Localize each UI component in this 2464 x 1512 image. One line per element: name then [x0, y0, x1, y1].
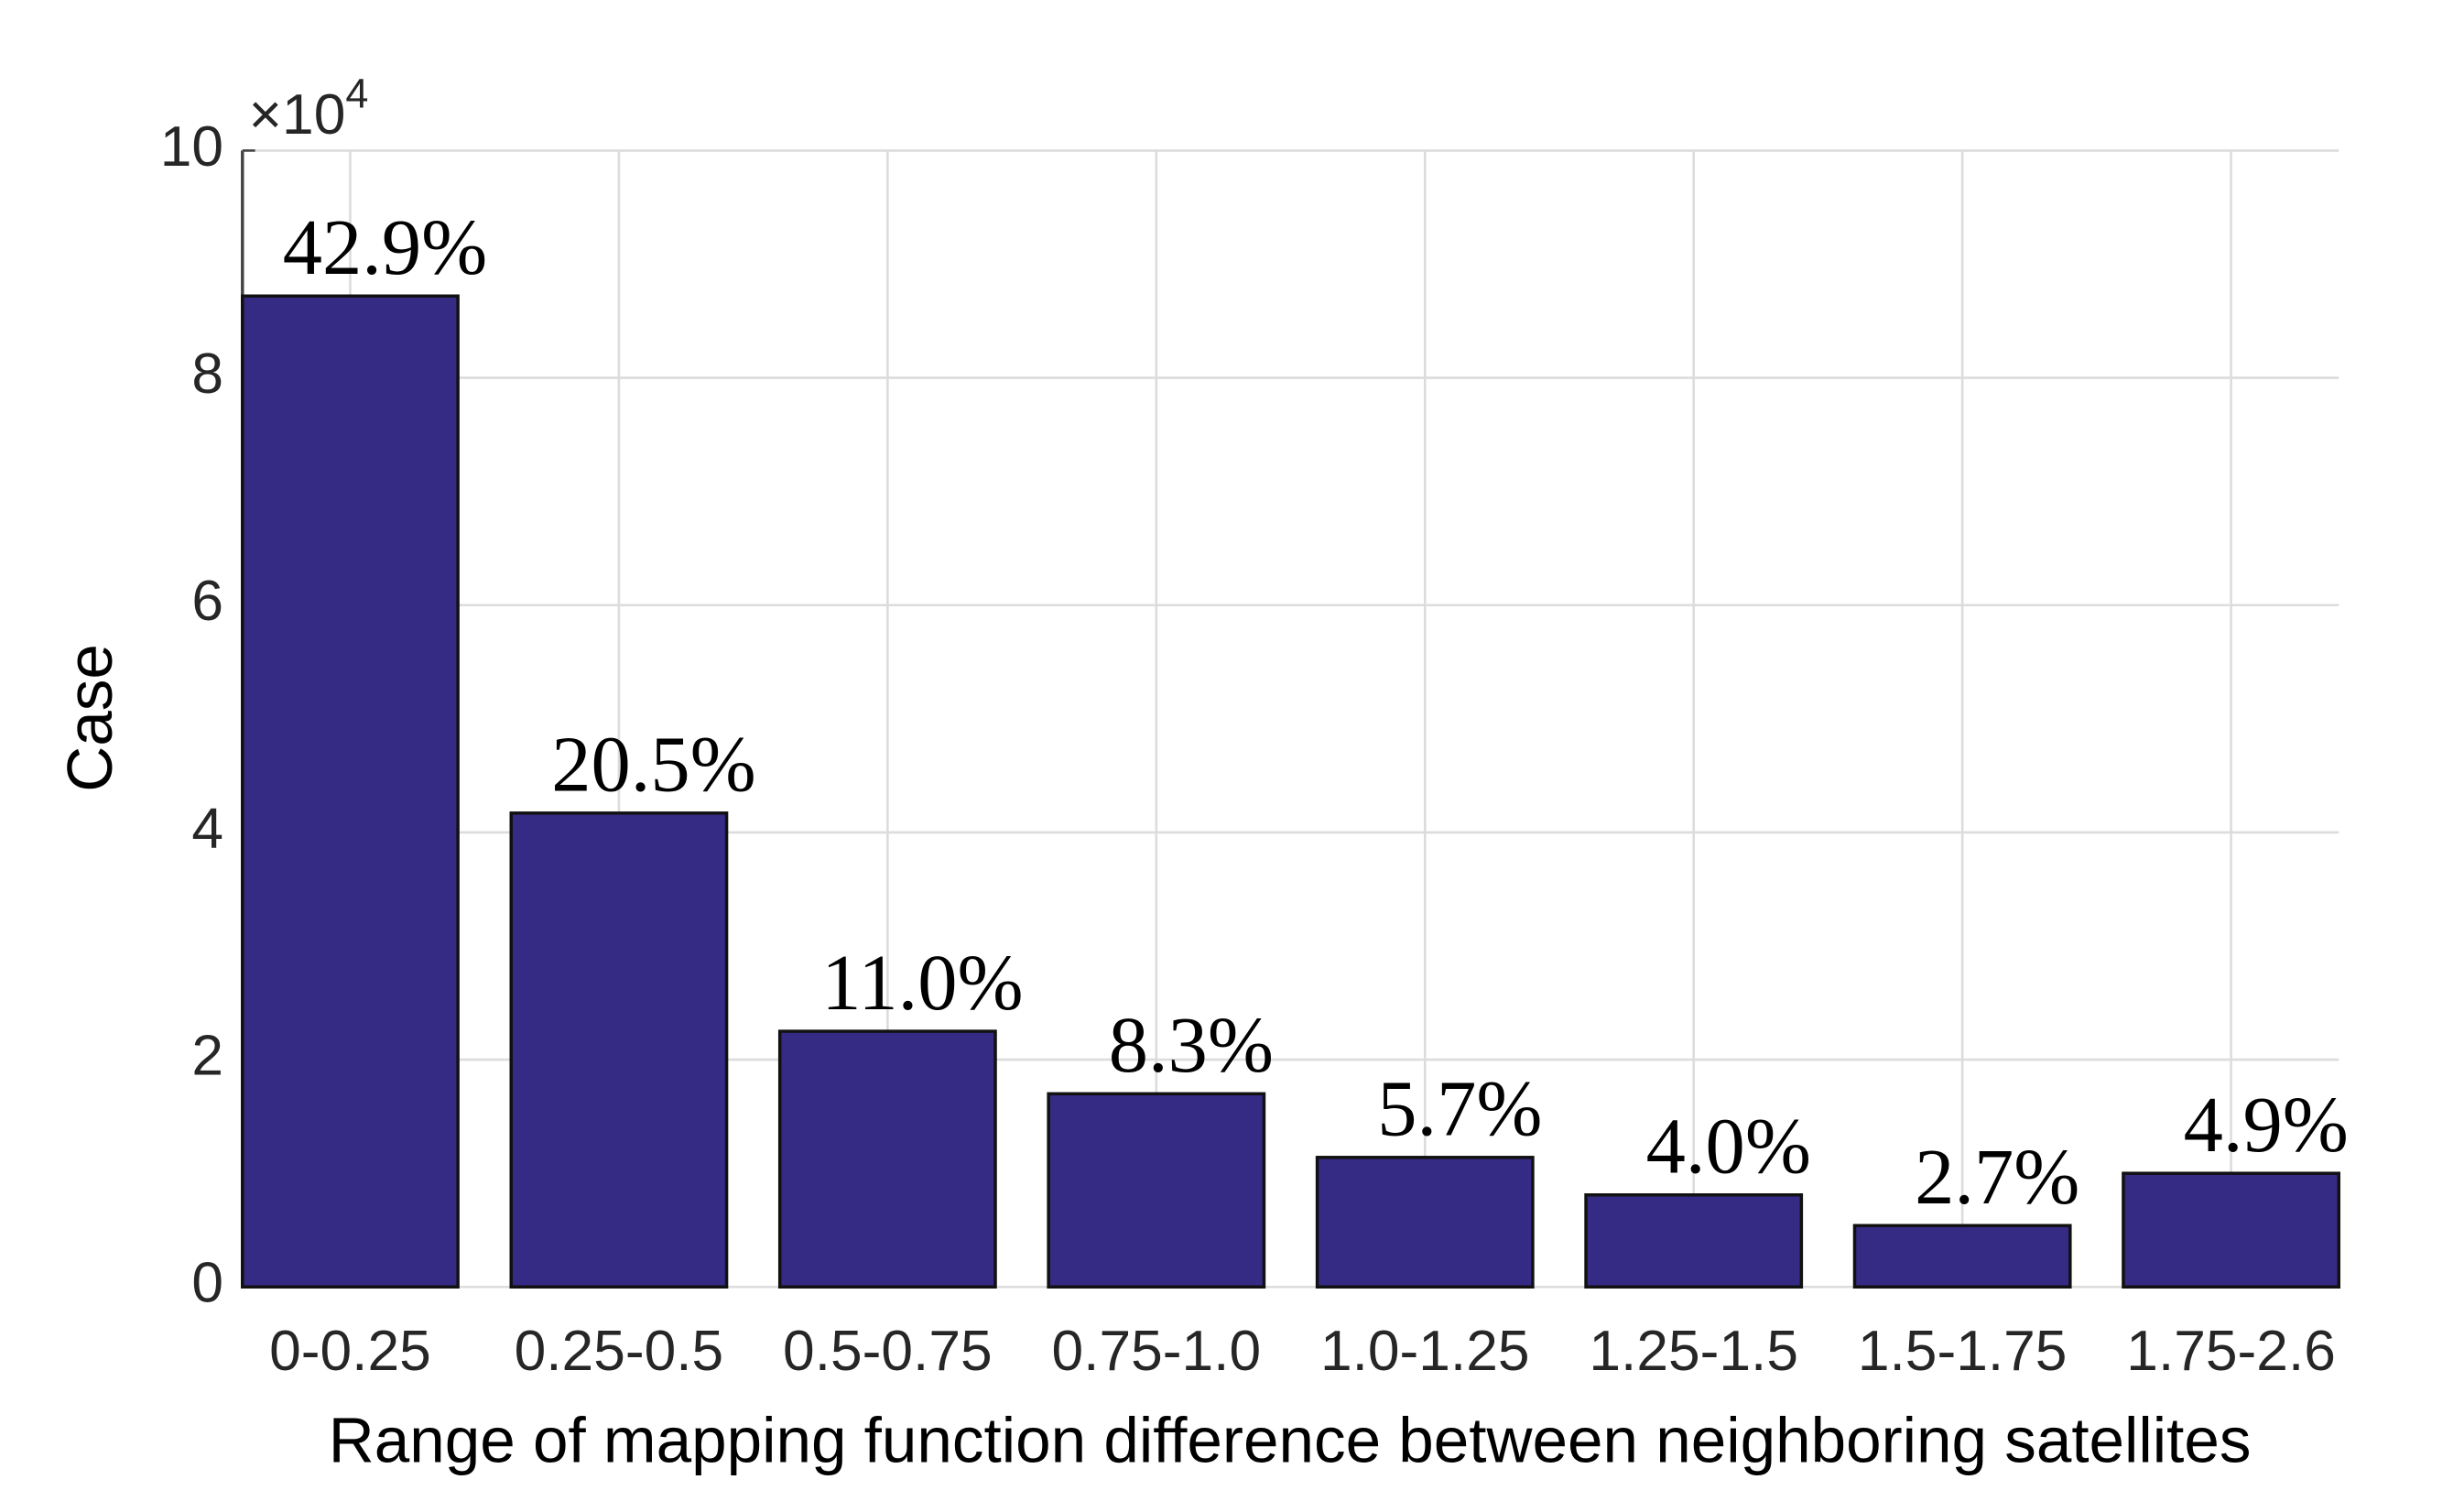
bar-annotation: 20.5%: [551, 721, 755, 809]
y-tick-label: 10: [160, 115, 223, 179]
x-tick-label: 1.75-2.6: [2126, 1320, 2336, 1383]
x-tick-label: 0.75-1.0: [1052, 1320, 1262, 1383]
bar: [1315, 1156, 1535, 1289]
bar-annotation: 11.0%: [821, 939, 1023, 1027]
bar: [241, 294, 460, 1289]
y-tick-label: 6: [191, 570, 223, 633]
x-tick-label: 0.5-0.75: [783, 1320, 993, 1383]
x-tick-label: 1.5-1.75: [1858, 1320, 2068, 1383]
x-tick-label: 0.25-0.5: [515, 1320, 724, 1383]
x-tick-label: 1.25-1.5: [1589, 1320, 1798, 1383]
bar: [1584, 1193, 1804, 1289]
y-tick-label: 8: [191, 343, 223, 406]
y-tick-label: 4: [191, 797, 223, 860]
bar-annotation: 42.9%: [283, 203, 487, 291]
bar-annotation: 8.3%: [1109, 1001, 1274, 1089]
x-axis-label: Range of mapping function difference bet…: [329, 1405, 2252, 1476]
bar: [2122, 1171, 2341, 1289]
bar-annotation: 2.7%: [1915, 1133, 2079, 1221]
x-tick-label: 1.0-1.25: [1320, 1320, 1530, 1383]
bar: [1852, 1224, 2072, 1289]
y-tick-label: 0: [191, 1252, 223, 1315]
bar: [509, 811, 729, 1289]
bar: [777, 1029, 997, 1289]
x-tick-label: 0-0.25: [269, 1320, 431, 1383]
bar-annotation: 5.7%: [1377, 1065, 1542, 1153]
y-scale-label: ×104: [249, 70, 369, 147]
y-tick-label: 2: [191, 1025, 223, 1088]
y-scale-base: ×10: [249, 83, 346, 147]
y-scale-exponent: 4: [345, 70, 368, 116]
y-axis-label: Case: [54, 644, 125, 792]
bar-annotation: 4.0%: [1646, 1103, 1811, 1191]
bar-annotation: 4.9%: [2184, 1081, 2349, 1169]
bar: [1047, 1092, 1266, 1289]
